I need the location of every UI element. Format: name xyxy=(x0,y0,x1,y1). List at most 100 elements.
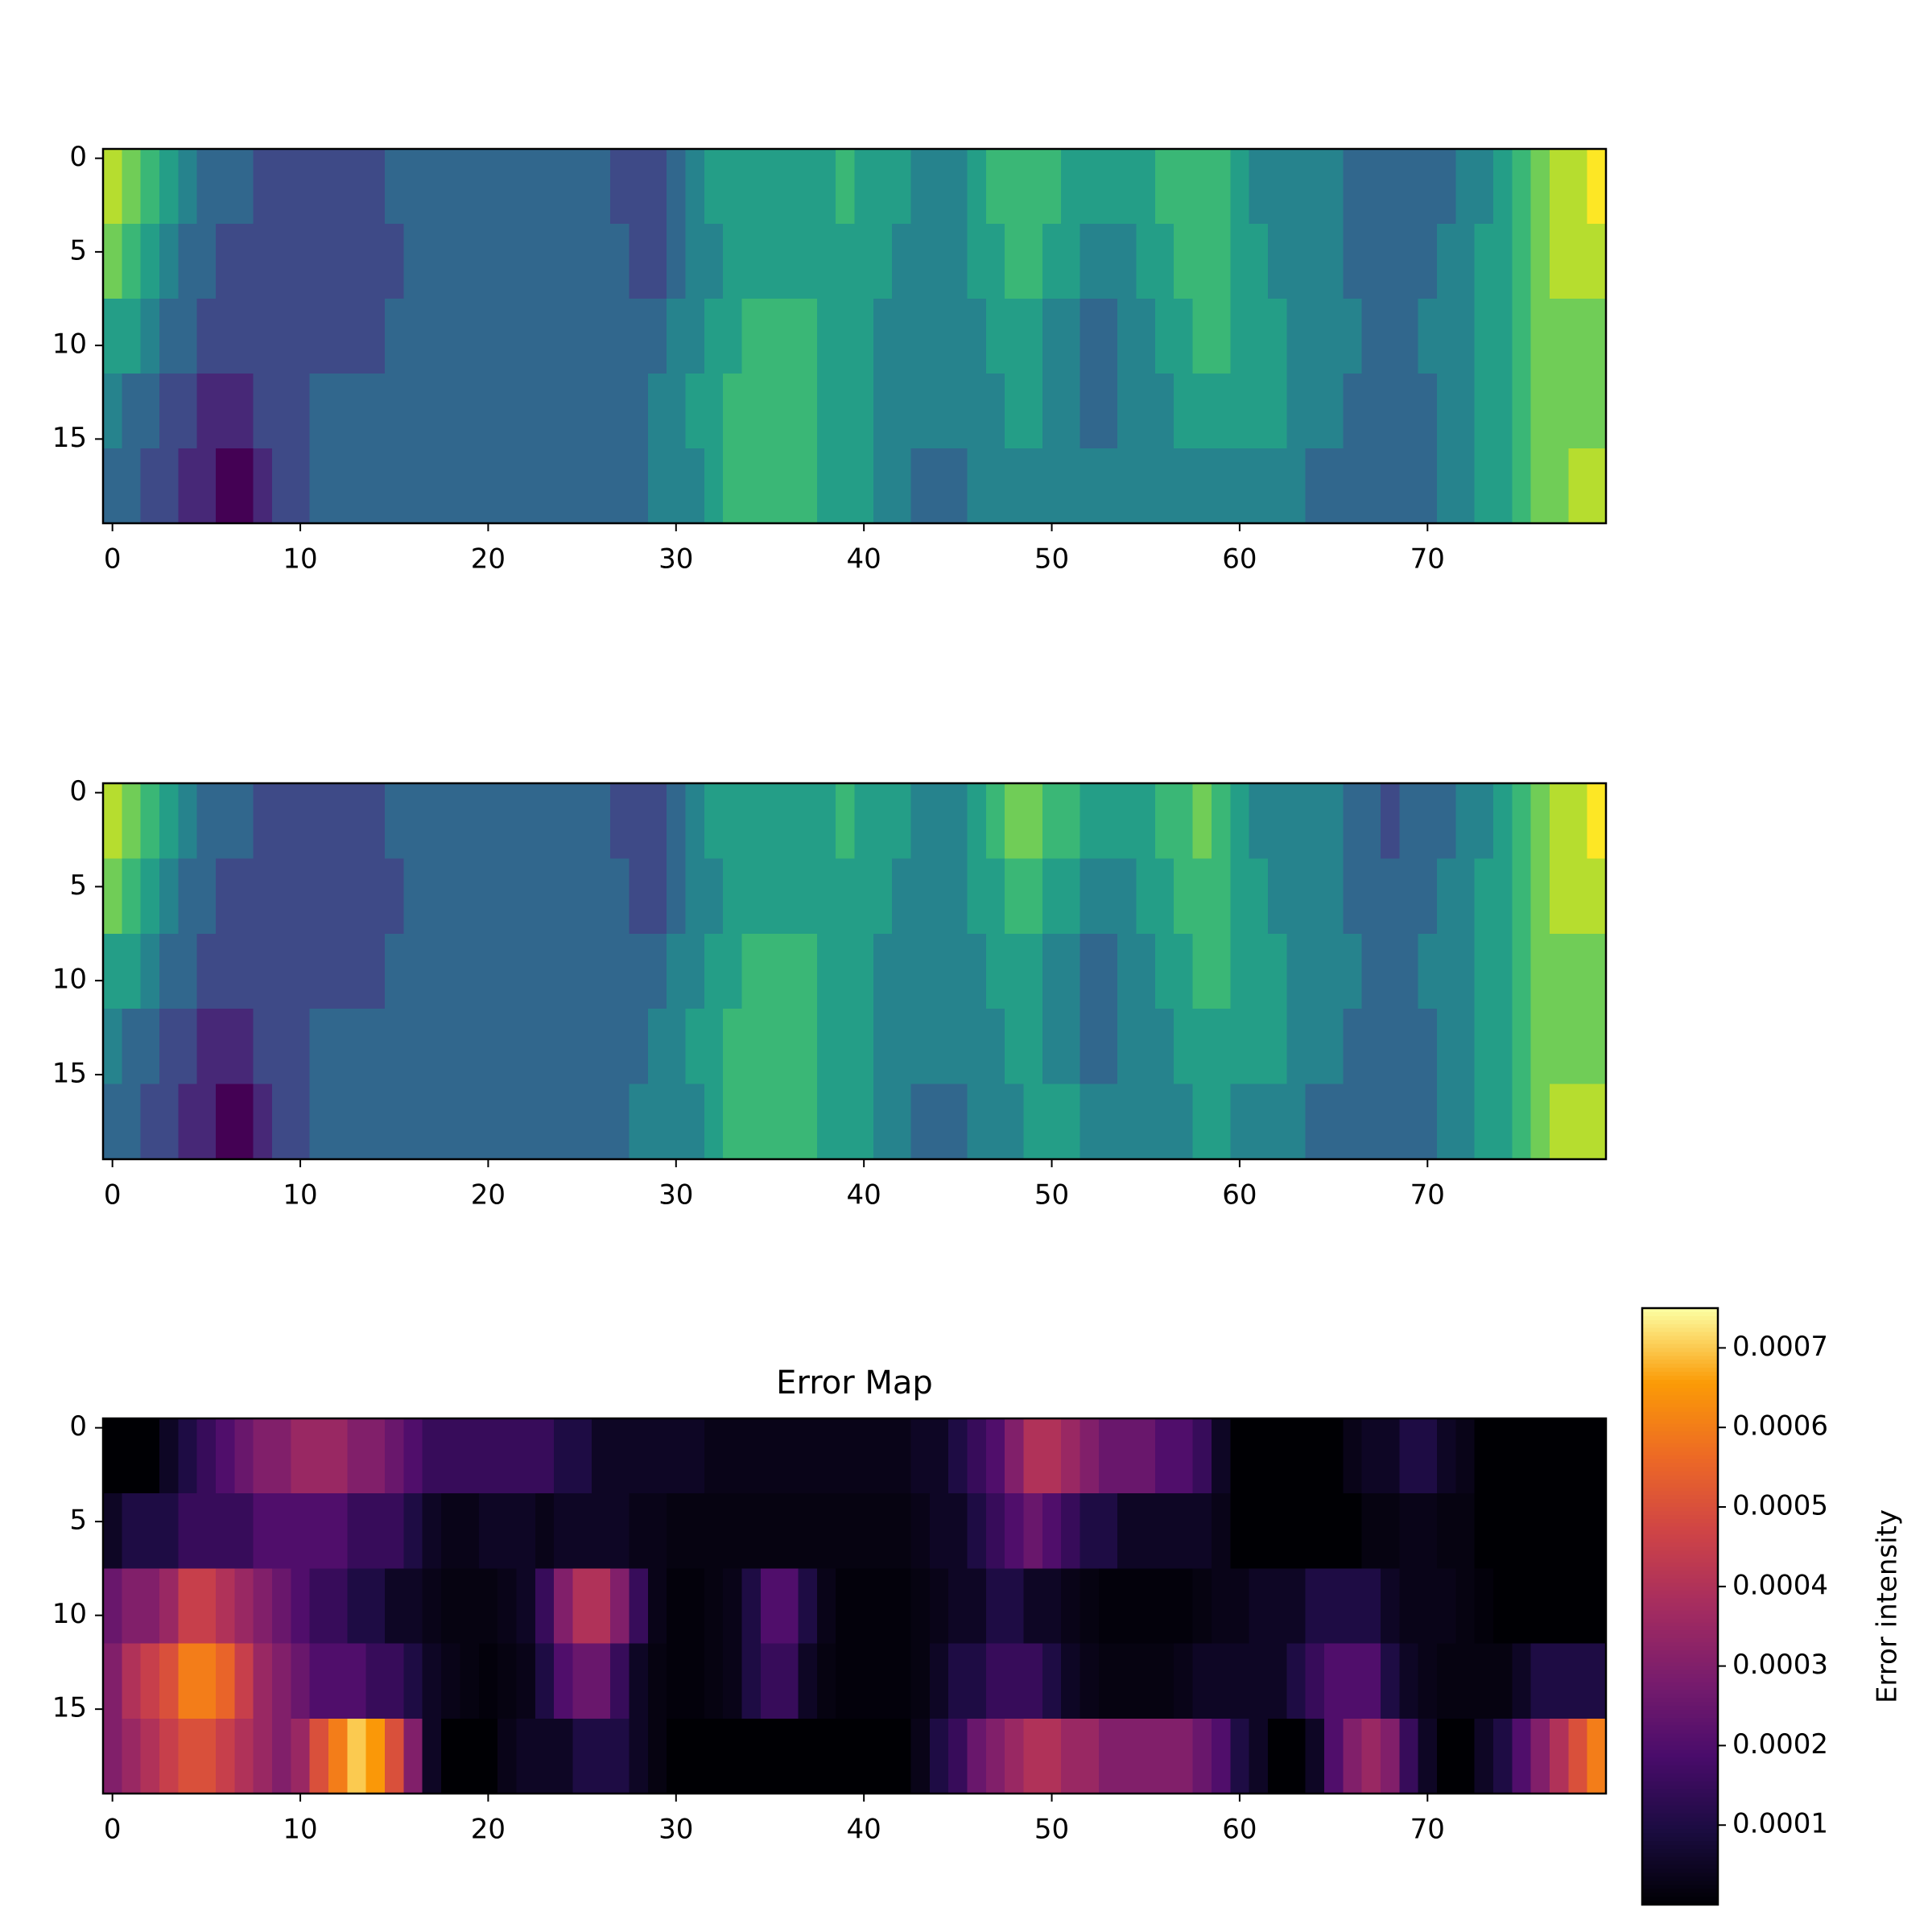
cell xyxy=(1098,1065,1118,1085)
cell xyxy=(572,374,592,393)
cell xyxy=(1080,914,1100,935)
cell xyxy=(1455,167,1476,188)
cell xyxy=(1023,1643,1043,1663)
cell xyxy=(497,1662,518,1682)
cell xyxy=(1530,1643,1550,1663)
cell xyxy=(554,167,574,188)
cell xyxy=(516,299,536,318)
cell xyxy=(1568,504,1588,524)
cell xyxy=(554,374,574,393)
cell xyxy=(253,1046,273,1066)
cell xyxy=(1042,186,1062,206)
cell xyxy=(985,224,1005,243)
cell xyxy=(910,1568,931,1588)
cell xyxy=(854,1084,874,1104)
cell xyxy=(159,1737,179,1757)
cell xyxy=(629,896,649,916)
cell xyxy=(1117,1065,1137,1085)
cell xyxy=(591,1140,611,1160)
cell xyxy=(760,1568,780,1588)
cell xyxy=(1230,1009,1250,1029)
cell xyxy=(647,279,667,299)
cell xyxy=(1023,149,1043,168)
cell xyxy=(1323,204,1344,225)
cell xyxy=(1061,989,1081,1009)
cell xyxy=(816,1065,836,1085)
cell xyxy=(1136,204,1156,225)
cell xyxy=(629,1550,649,1569)
cell xyxy=(1399,1046,1419,1066)
cell xyxy=(685,1455,705,1476)
cell xyxy=(216,914,235,935)
cell xyxy=(1005,392,1025,412)
cell xyxy=(1286,485,1307,506)
cell xyxy=(103,1027,122,1047)
cell xyxy=(1474,820,1494,840)
cell xyxy=(929,336,949,356)
colorbar-strip xyxy=(1642,1598,1718,1604)
colorbar-strip xyxy=(1642,1757,1718,1762)
cell xyxy=(667,952,687,972)
cell xyxy=(347,1587,367,1607)
cell xyxy=(460,317,480,337)
cell xyxy=(798,1512,818,1532)
cell xyxy=(1267,299,1287,318)
cell xyxy=(1080,411,1100,431)
cell xyxy=(854,467,874,487)
cell xyxy=(441,504,461,524)
cell xyxy=(967,1474,987,1494)
cell xyxy=(1436,485,1456,506)
cell xyxy=(741,971,762,991)
cell xyxy=(1418,299,1438,318)
cell xyxy=(1323,411,1344,431)
cell xyxy=(309,952,329,972)
cell xyxy=(1080,279,1100,299)
cell xyxy=(1230,336,1250,356)
cell xyxy=(610,896,630,916)
cell xyxy=(591,374,611,393)
cell xyxy=(1136,279,1156,299)
cell xyxy=(985,1662,1005,1682)
cell xyxy=(216,1643,235,1663)
cell xyxy=(234,783,254,803)
cell xyxy=(948,989,968,1009)
cell xyxy=(122,1756,142,1776)
cell xyxy=(1211,392,1231,412)
cell xyxy=(1042,204,1062,225)
cell xyxy=(1305,1512,1325,1532)
cell xyxy=(1154,1756,1174,1776)
cell xyxy=(591,1568,611,1588)
cell xyxy=(441,858,461,878)
colorbar-strip xyxy=(1642,1706,1718,1711)
cell xyxy=(178,1550,198,1569)
cell xyxy=(365,820,386,840)
cell xyxy=(1549,1530,1569,1550)
cell xyxy=(1136,1121,1156,1141)
cell xyxy=(873,877,893,897)
cell xyxy=(403,1662,423,1682)
cell xyxy=(873,1699,893,1719)
cell xyxy=(441,896,461,916)
cell xyxy=(253,224,273,243)
cell xyxy=(1023,485,1043,506)
cell xyxy=(1249,1718,1269,1738)
cell xyxy=(403,336,423,356)
cell xyxy=(1136,411,1156,431)
cell xyxy=(122,1587,142,1607)
cell xyxy=(1568,411,1588,431)
cell xyxy=(196,485,217,506)
cell xyxy=(478,1624,498,1645)
x-tick-label: 20 xyxy=(471,1814,506,1846)
cell xyxy=(647,411,667,431)
cell xyxy=(385,1121,404,1141)
cell xyxy=(1136,1624,1156,1645)
cell xyxy=(385,1737,404,1757)
cell xyxy=(403,448,423,468)
cell xyxy=(741,1121,762,1141)
cell xyxy=(1005,1474,1025,1494)
cell xyxy=(422,1102,442,1122)
cell xyxy=(1436,242,1456,262)
cell xyxy=(309,1643,329,1663)
cell xyxy=(1361,896,1381,916)
cell xyxy=(309,1437,329,1457)
